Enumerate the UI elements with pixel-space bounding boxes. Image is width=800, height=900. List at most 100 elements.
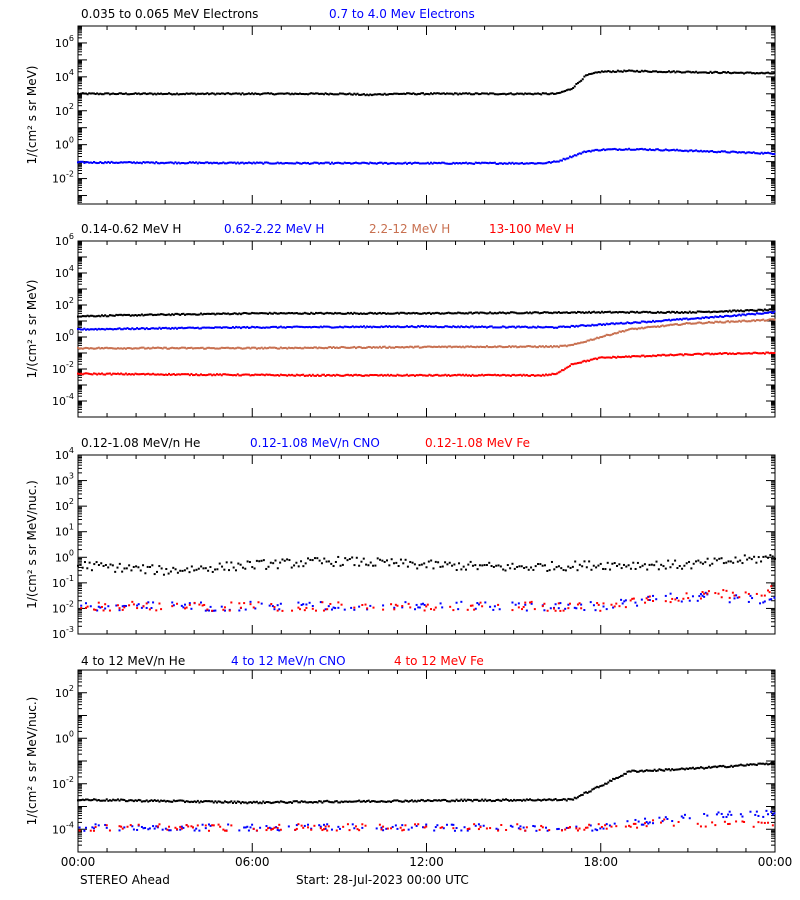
data-point: [340, 92, 343, 95]
data-point: [422, 162, 425, 165]
data-point: [592, 357, 595, 360]
data-point: [615, 602, 618, 605]
data-point: [412, 346, 415, 349]
data-point: [664, 600, 667, 603]
data-point: [251, 801, 254, 804]
data-point: [473, 798, 476, 801]
data-point: [297, 374, 300, 377]
x-tick-label: 06:00: [235, 855, 270, 869]
data-point: [335, 93, 338, 96]
data-point: [573, 796, 576, 799]
data-point: [600, 335, 603, 338]
data-point: [134, 314, 137, 317]
data-point: [671, 70, 674, 73]
data-point: [390, 162, 393, 165]
data-point: [439, 565, 442, 568]
data-point: [132, 347, 135, 350]
data-point: [578, 361, 581, 364]
data-point: [463, 374, 466, 377]
data-point: [683, 353, 686, 356]
data-point: [370, 800, 373, 803]
data-point: [656, 325, 659, 328]
data-point: [423, 374, 426, 377]
data-point: [461, 345, 464, 348]
data-point: [433, 374, 436, 377]
data-point: [155, 570, 158, 573]
data-point: [385, 325, 388, 328]
data-point: [645, 821, 648, 824]
data-point: [128, 604, 131, 607]
data-point: [308, 373, 311, 376]
data-point: [299, 346, 302, 349]
data-point: [474, 607, 477, 610]
data-point: [575, 797, 578, 800]
data-point: [589, 324, 592, 327]
data-point: [548, 569, 551, 572]
data-point: [305, 312, 308, 315]
data-point: [672, 70, 675, 73]
data-point: [407, 602, 410, 605]
data-point: [398, 800, 401, 803]
data-point: [549, 345, 552, 348]
data-point: [575, 342, 578, 345]
data-point: [580, 794, 583, 797]
data-point: [322, 828, 325, 831]
data-point: [453, 92, 456, 95]
y-tick-label: 10-2: [52, 775, 74, 791]
data-point: [351, 325, 354, 328]
data-point: [444, 93, 447, 96]
data-point: [680, 353, 683, 356]
data-point: [688, 353, 691, 356]
data-point: [120, 161, 123, 164]
data-point: [196, 162, 199, 165]
data-point: [214, 609, 217, 612]
data-point: [174, 800, 177, 803]
data-point: [535, 326, 538, 329]
data-point: [310, 828, 313, 831]
data-point: [166, 347, 169, 350]
data-point: [338, 162, 341, 165]
data-point: [174, 312, 177, 315]
data-point: [225, 326, 228, 329]
data-point: [142, 827, 145, 830]
data-point: [179, 347, 182, 350]
data-point: [219, 347, 222, 350]
data-point: [390, 312, 393, 315]
data-point: [625, 565, 628, 568]
data-point: [731, 314, 734, 317]
data-point: [575, 607, 578, 610]
data-point: [691, 766, 694, 769]
data-point: [530, 600, 533, 603]
data-point: [356, 374, 359, 377]
data-point: [190, 607, 193, 610]
data-point: [427, 560, 430, 563]
data-point: [703, 322, 706, 325]
data-point: [257, 373, 260, 376]
data-point: [741, 71, 744, 74]
data-point: [618, 563, 621, 566]
data-point: [731, 150, 734, 153]
data-point: [505, 798, 508, 801]
data-point: [321, 373, 324, 376]
data-point: [597, 323, 600, 326]
data-point: [192, 313, 195, 316]
data-point: [243, 93, 246, 96]
data-point: [749, 151, 752, 154]
data-point: [354, 161, 357, 164]
data-point: [596, 785, 599, 788]
data-point: [142, 564, 145, 567]
data-point: [728, 321, 731, 324]
data-point: [483, 564, 486, 567]
data-point: [699, 766, 702, 769]
data-point: [206, 608, 209, 611]
data-point: [230, 326, 233, 329]
data-point: [430, 608, 433, 611]
data-point: [441, 326, 444, 329]
data-point: [770, 762, 773, 765]
data-point: [147, 161, 150, 164]
data-point: [269, 561, 272, 564]
data-point: [767, 763, 770, 766]
data-point: [434, 92, 437, 95]
data-point: [615, 356, 618, 359]
data-point: [283, 92, 286, 95]
